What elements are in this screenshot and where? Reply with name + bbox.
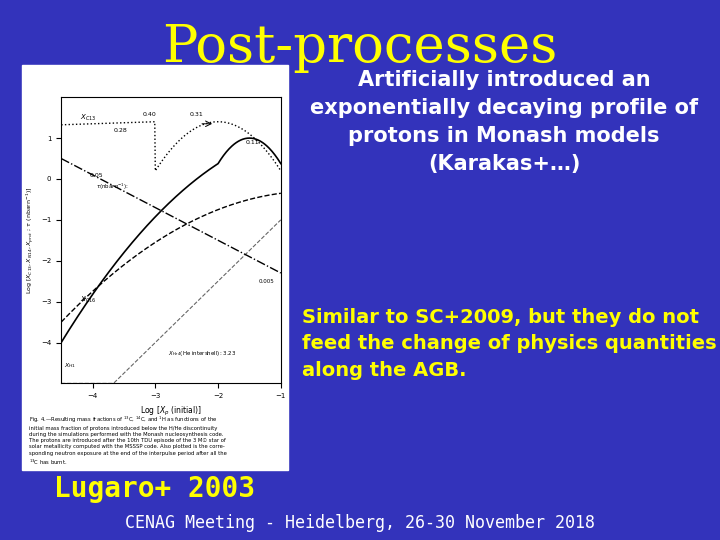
Text: $X_{H1}$: $X_{H1}$ [64, 361, 76, 370]
Text: 0.40: 0.40 [142, 112, 156, 117]
Text: 0.11: 0.11 [246, 140, 259, 145]
X-axis label: Log $[X_p$ (initial)]: Log $[X_p$ (initial)] [140, 404, 202, 418]
Text: Fig. 4.—Resulting mass fractions of $^{13}$C, $^{14}$C, and $^{1}$H as functions: Fig. 4.—Resulting mass fractions of $^{1… [29, 414, 227, 467]
Text: 0.28: 0.28 [114, 128, 127, 133]
Text: Similar to SC+2009, but they do not
feed the change of physics quantities
along : Similar to SC+2009, but they do not feed… [302, 308, 717, 380]
Text: Post-processes: Post-processes [162, 22, 558, 72]
Text: Lugaro+ 2003: Lugaro+ 2003 [54, 475, 256, 503]
Text: $X_{C16}$: $X_{C16}$ [80, 295, 96, 305]
Text: $\tau$(nbarn$^{-1}$):: $\tau$(nbarn$^{-1}$): [96, 182, 128, 192]
Text: Artificially introduced an
exponentially decaying profile of
protons in Monash m: Artificially introduced an exponentially… [310, 70, 698, 174]
Text: 0.05: 0.05 [89, 173, 103, 178]
Text: $X_{He4}$(He intershell): 3.23: $X_{He4}$(He intershell): 3.23 [168, 349, 236, 358]
Y-axis label: Log $[X_{C13}, X_{N14}, X_{prot}$ ; $\tau$ (nbarn$^{-1}$)]: Log $[X_{C13}, X_{N14}, X_{prot}$ ; $\ta… [24, 187, 35, 294]
Text: CENAG Meeting - Heidelberg, 26-30 November 2018: CENAG Meeting - Heidelberg, 26-30 Novemb… [125, 514, 595, 532]
Text: $X_{C13}$: $X_{C13}$ [80, 113, 96, 123]
Text: 0.005: 0.005 [259, 279, 274, 284]
Bar [22, 65, 288, 470]
Text: 0.31: 0.31 [189, 112, 203, 117]
